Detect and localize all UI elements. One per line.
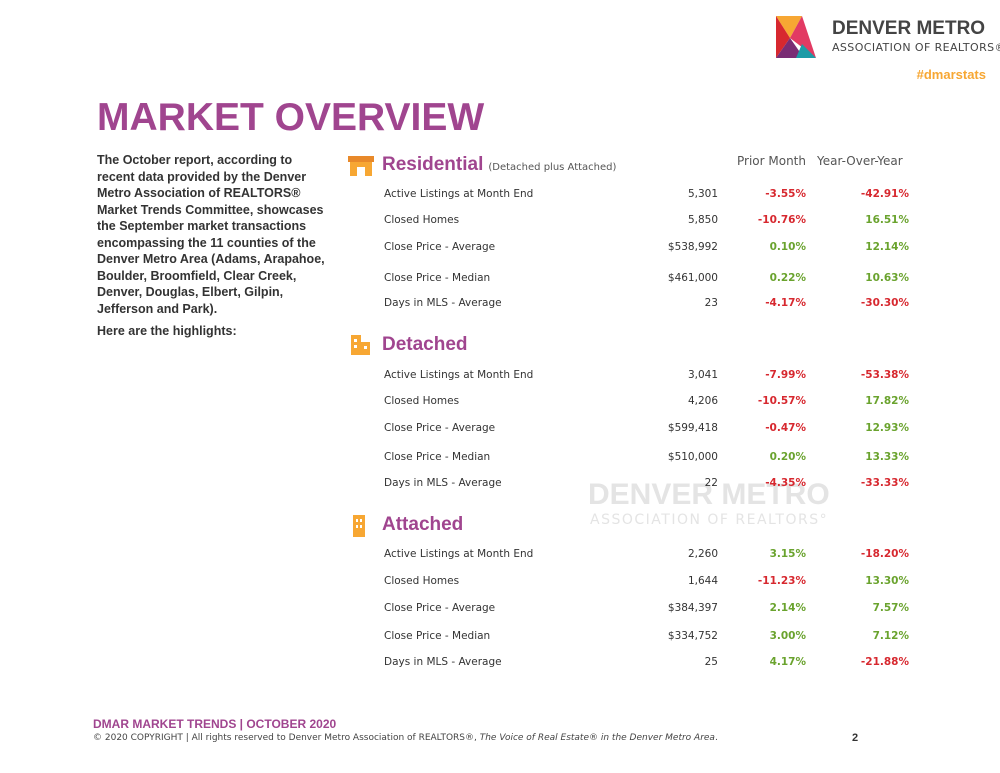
row-label: Close Price - Median	[384, 630, 491, 642]
section-title: Residential (Detached plus Attached)	[382, 154, 616, 176]
row-value: $334,752	[667, 630, 718, 642]
row-change: 10.63%	[865, 272, 909, 284]
row-label: Closed Homes	[384, 575, 460, 587]
row-change: -11.23%	[757, 575, 806, 587]
row-change: 13.30%	[865, 575, 909, 587]
row-change: 12.14%	[865, 241, 909, 253]
row-label: Days in MLS - Average	[384, 477, 502, 489]
row-value: 5,850	[687, 214, 718, 226]
watermark: DENVER METRO	[588, 478, 830, 511]
icon	[348, 156, 374, 176]
row-label: Close Price - Median	[384, 451, 491, 463]
row-label: Days in MLS - Average	[384, 656, 502, 668]
footer-copyright: © 2020 COPYRIGHT | All rights reserved t…	[93, 733, 718, 743]
row-label: Close Price - Median	[384, 272, 491, 284]
row-change: -3.55%	[765, 188, 806, 200]
row-value: $384,397	[667, 602, 718, 614]
footer-title: DMAR MARKET TRENDS | OCTOBER 2020	[93, 717, 337, 731]
row-value: 2,260	[687, 548, 718, 560]
row-change: -4.17%	[765, 297, 806, 309]
row-change: -30.30%	[860, 297, 909, 309]
section-icon	[348, 513, 376, 539]
row-change: -21.88%	[860, 656, 909, 668]
row-label: Close Price - Average	[384, 241, 496, 253]
page-number: 2	[852, 732, 859, 744]
row-change: 17.82%	[865, 395, 909, 407]
row-change: 4.17%	[769, 656, 806, 668]
logo-line1: DENVER METRO	[832, 18, 986, 39]
row-label: Active Listings at Month End	[384, 548, 534, 560]
icon	[353, 515, 365, 537]
column-header: Year-Over-Year	[817, 154, 903, 168]
row-change: 7.57%	[872, 602, 909, 614]
row-change: 0.10%	[769, 241, 806, 253]
row-change: 13.33%	[865, 451, 909, 463]
section-name: Detached	[382, 334, 468, 355]
row-value: $461,000	[667, 272, 718, 284]
row-change: -10.57%	[757, 395, 806, 407]
row-change: 2.14%	[769, 602, 806, 614]
row-value: 3,041	[687, 369, 718, 381]
row-label: Closed Homes	[384, 214, 460, 226]
row-change: -7.99%	[765, 369, 806, 381]
row-change: -33.33%	[860, 477, 909, 489]
page-title: MARKET OVERVIEW	[97, 96, 485, 139]
row-change: 0.20%	[769, 451, 806, 463]
row-label: Active Listings at Month End	[384, 188, 534, 200]
section-title: Attached	[382, 514, 463, 536]
row-change: 0.22%	[769, 272, 806, 284]
tagline: The Voice of Real Estate® in the Denver …	[479, 733, 715, 743]
row-change: -53.38%	[860, 369, 909, 381]
row-value: 25	[704, 656, 718, 668]
hashtag: #dmarstats	[916, 67, 986, 82]
watermark: ASSOCIATION OF REALTORS°	[590, 512, 829, 528]
intro-paragraph: Here are the highlights:	[97, 324, 237, 338]
section-subtitle: (Detached plus Attached)	[488, 162, 617, 173]
row-change: -42.91%	[860, 188, 909, 200]
column-header: Prior Month	[737, 154, 806, 168]
section-title: Detached	[382, 334, 468, 356]
row-change: 12.93%	[865, 422, 909, 434]
row-change: -4.35%	[765, 477, 806, 489]
row-value: $538,992	[667, 241, 718, 253]
row-change: -18.20%	[860, 548, 909, 560]
row-label: Days in MLS - Average	[384, 297, 502, 309]
copyright: © 2020 COPYRIGHT | All rights reserved t…	[93, 733, 480, 743]
row-value: 22	[704, 477, 718, 489]
row-value: 5,301	[687, 188, 718, 200]
logo-line2: ASSOCIATION OF REALTORS®	[832, 41, 1000, 54]
logo-mark	[776, 16, 816, 58]
row-label: Active Listings at Month End	[384, 369, 534, 381]
row-label: Closed Homes	[384, 395, 460, 407]
row-change: 3.00%	[769, 630, 806, 642]
section-icon	[348, 333, 376, 359]
row-label: Close Price - Average	[384, 602, 496, 614]
intro: The October report, according to recent …	[97, 152, 325, 340]
row-change: 3.15%	[769, 548, 806, 560]
section-icon	[348, 153, 376, 179]
row-change: -0.47%	[765, 422, 806, 434]
section-name: Attached	[382, 514, 464, 535]
row-change: -10.76%	[757, 214, 806, 226]
row-change: 16.51%	[865, 214, 909, 226]
row-value: $599,418	[667, 422, 718, 434]
section-name: Residential	[382, 154, 484, 175]
row-value: 1,644	[687, 575, 718, 587]
row-value: 4,206	[687, 395, 718, 407]
row-value: $510,000	[667, 451, 718, 463]
row-label: Close Price - Average	[384, 422, 496, 434]
period: .	[714, 733, 718, 743]
row-value: 23	[704, 297, 718, 309]
intro-paragraph: The October report, according to recent …	[97, 153, 325, 316]
icon	[351, 335, 370, 355]
row-change: 7.12%	[872, 630, 909, 642]
